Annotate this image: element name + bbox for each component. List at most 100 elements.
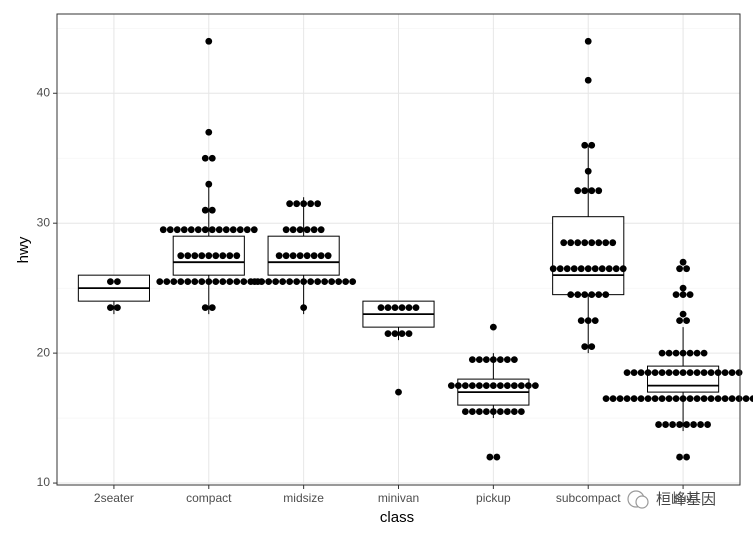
dot — [496, 382, 504, 390]
dot — [314, 200, 322, 208]
dot — [289, 226, 297, 234]
x-axis-title: class — [380, 509, 414, 526]
dot — [156, 278, 164, 286]
dot — [591, 317, 599, 325]
dot — [735, 395, 743, 402]
dot — [286, 278, 294, 286]
dot — [222, 226, 230, 234]
dot — [676, 453, 683, 461]
dot — [669, 421, 676, 428]
dot — [581, 343, 589, 351]
dot — [412, 304, 420, 312]
dot — [683, 317, 690, 325]
dot — [489, 408, 497, 415]
dot — [163, 278, 171, 286]
dot — [317, 226, 325, 234]
dot — [279, 278, 287, 286]
dot — [588, 141, 596, 149]
dot — [690, 421, 697, 428]
y-tick-label: 10 — [37, 475, 51, 489]
dot — [250, 226, 258, 234]
dot — [201, 206, 209, 214]
x-tick-label: minivan — [378, 491, 419, 505]
dot — [475, 408, 483, 415]
dot — [219, 252, 227, 260]
dot — [468, 356, 476, 364]
dot — [405, 304, 413, 312]
dot — [749, 395, 753, 402]
dot — [258, 278, 266, 286]
dot — [489, 356, 497, 364]
dot — [377, 304, 385, 312]
dot — [679, 258, 687, 266]
dot — [567, 291, 575, 299]
dot — [391, 304, 399, 312]
dot — [672, 291, 680, 299]
dot — [198, 252, 206, 260]
dot — [159, 226, 167, 234]
dot — [107, 278, 114, 286]
watermark-icon-inner — [635, 495, 649, 509]
dot — [574, 187, 582, 195]
dot — [707, 395, 715, 402]
dot — [212, 278, 220, 286]
dot — [303, 252, 311, 260]
dot — [324, 252, 332, 260]
dot — [251, 278, 259, 286]
dot — [342, 278, 350, 286]
dot — [602, 239, 610, 247]
dot — [588, 239, 596, 247]
dot — [240, 278, 248, 286]
dot — [405, 330, 413, 338]
dot — [503, 382, 511, 390]
dot — [644, 369, 652, 377]
dot — [493, 453, 501, 461]
dot — [187, 226, 195, 234]
dot — [184, 252, 192, 260]
x-tick-label: 2seater — [94, 491, 134, 505]
dot — [215, 226, 223, 234]
dot — [630, 395, 638, 402]
dot — [728, 395, 736, 402]
dot — [577, 317, 585, 325]
dot — [166, 226, 174, 234]
dot — [683, 265, 690, 273]
y-tick-label: 30 — [37, 215, 51, 229]
dot — [180, 226, 188, 234]
dot — [317, 252, 325, 260]
dot — [208, 154, 216, 162]
x-tick-label: midsize — [283, 491, 324, 505]
dot — [398, 330, 406, 338]
dot — [623, 395, 631, 402]
dot — [588, 187, 596, 195]
dot — [201, 154, 209, 162]
dot — [567, 239, 575, 247]
dot — [482, 408, 490, 415]
dot — [602, 395, 610, 402]
dot — [584, 317, 592, 325]
dot — [198, 278, 206, 286]
dot — [637, 369, 645, 377]
dot — [686, 349, 694, 357]
dot — [581, 239, 589, 247]
dot — [577, 265, 585, 273]
dot — [588, 291, 596, 299]
dot — [349, 278, 357, 286]
dot — [461, 382, 469, 390]
dot — [672, 395, 680, 402]
dot — [173, 226, 181, 234]
dot — [524, 382, 532, 390]
dot — [591, 265, 599, 273]
dot — [679, 291, 687, 299]
dot — [191, 278, 199, 286]
dot — [728, 369, 736, 377]
dot — [205, 180, 213, 188]
dot — [307, 278, 315, 286]
dot — [229, 226, 237, 234]
dot — [662, 421, 669, 428]
x-tick-label: suv — [674, 491, 693, 505]
dot — [679, 349, 687, 357]
dot — [630, 369, 638, 377]
dot — [293, 200, 301, 208]
